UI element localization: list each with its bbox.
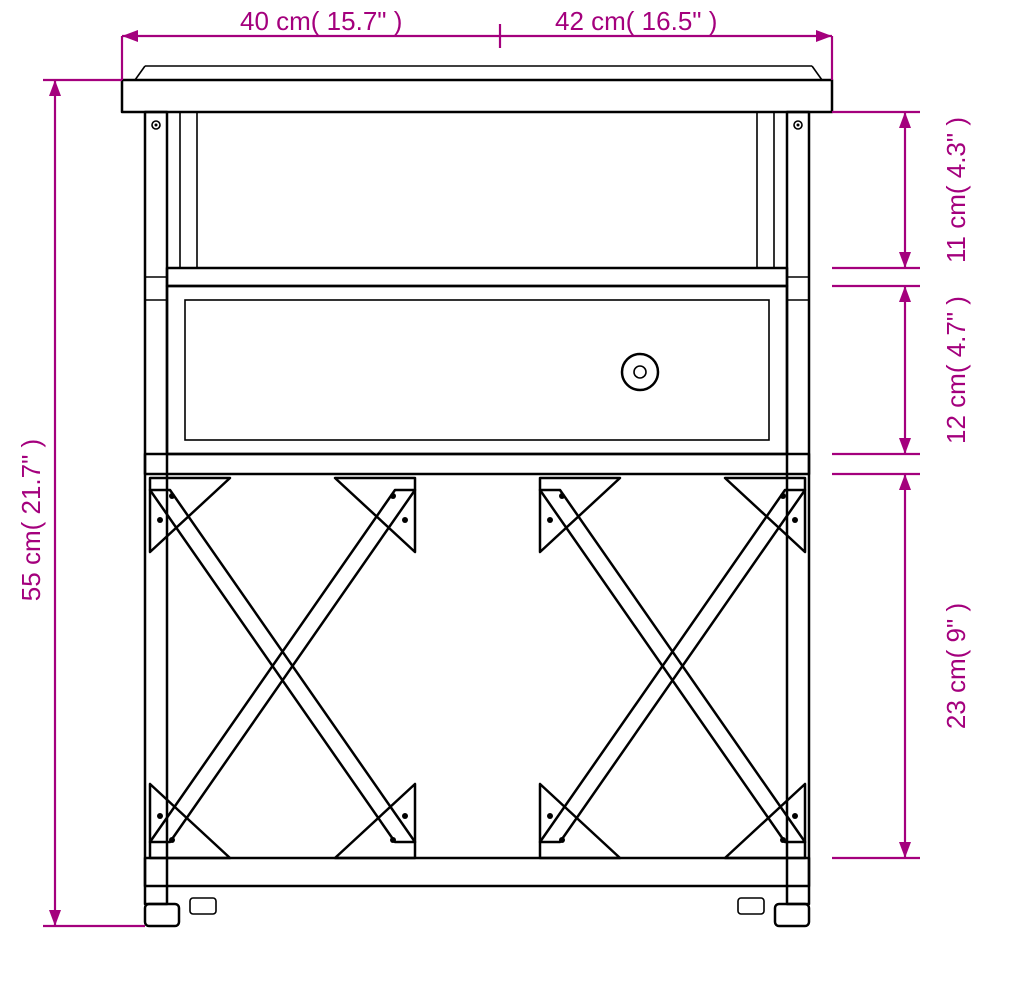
top-panel [122,66,832,112]
dim-width-label: 40 cm( 15.7" ) [240,6,402,36]
dim-height-label: 55 cm( 21.7" ) [16,439,46,601]
furniture-drawing [122,66,832,926]
corner-posts [145,112,809,904]
dimension-diagram: 40 cm( 15.7" ) 42 cm( 16.5" ) 55 cm( 21.… [0,0,1013,993]
dim-depth-label: 42 cm( 16.5" ) [555,6,717,36]
dim-drawer-h-label: 12 cm( 4.7" ) [941,296,971,444]
dim-depth: 42 cm( 16.5" ) [500,6,832,80]
mid-rail [145,454,809,474]
x-brace-left [150,478,415,858]
dim-height: 55 cm( 21.7" ) [16,80,145,926]
feet [145,898,809,926]
dim-top-gap-label: 11 cm( 4.3" ) [941,117,971,263]
upper-shelf [145,268,809,286]
dim-bottom-gap-label: 23 cm( 9" ) [941,603,971,729]
bottom-shelf [145,858,809,886]
dim-drawer-h: 12 cm( 4.7" ) [832,286,971,454]
dim-top-gap: 11 cm( 4.3" ) [832,112,971,268]
top-screws [152,121,802,129]
x-brace-right [540,478,805,858]
drawer [145,286,809,454]
dim-bottom-gap: 23 cm( 9" ) [832,474,971,858]
dim-width: 40 cm( 15.7" ) [122,6,500,80]
dimensions: 40 cm( 15.7" ) 42 cm( 16.5" ) 55 cm( 21.… [16,6,971,926]
